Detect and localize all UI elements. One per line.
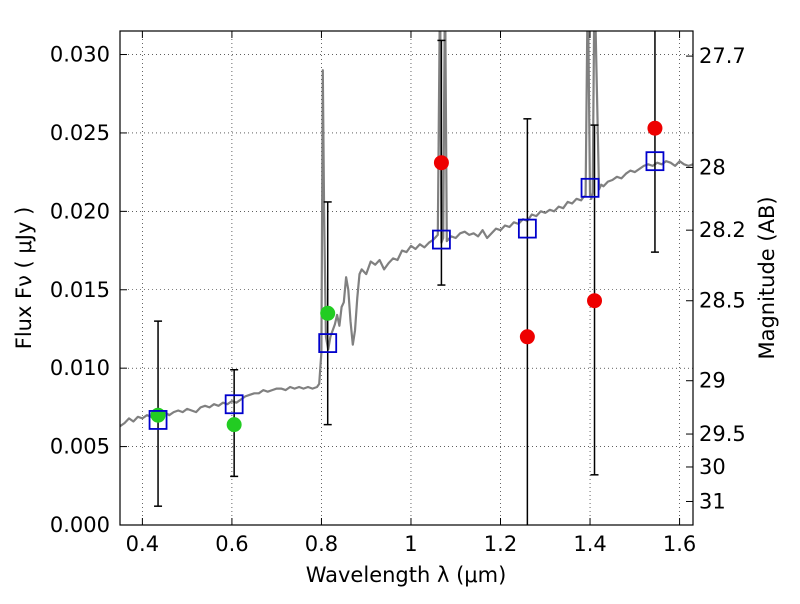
data-point bbox=[587, 293, 603, 309]
x-tick-label: 0.4 bbox=[126, 532, 159, 556]
model-photometry-square bbox=[224, 394, 244, 415]
y-tick-label: 0.015 bbox=[50, 278, 110, 302]
data-layer bbox=[120, 31, 693, 428]
spectrum-line bbox=[120, 31, 693, 428]
model-photometry-square bbox=[432, 229, 451, 250]
data-point bbox=[433, 155, 449, 171]
y2-tick-label: 30 bbox=[699, 455, 726, 479]
y2-tick-label: 31 bbox=[699, 489, 726, 513]
x-tick-label: 0.6 bbox=[215, 532, 248, 556]
data-point bbox=[320, 305, 336, 321]
y2-axis-label: Magnitude (AB) bbox=[755, 196, 779, 359]
plot-background bbox=[120, 31, 693, 525]
y2-tick-label: 28.2 bbox=[699, 218, 746, 242]
data-point bbox=[226, 417, 242, 433]
y-tick-label: 0.010 bbox=[50, 356, 110, 380]
y-tick-label: 0.005 bbox=[50, 435, 110, 459]
x-tick-label: 1 bbox=[404, 532, 417, 556]
model-photometry-square bbox=[580, 177, 600, 198]
data-point bbox=[519, 329, 535, 345]
y2-tick-label: 28 bbox=[699, 155, 726, 179]
model-photometry-square bbox=[148, 410, 168, 430]
y2-tick-label: 27.7 bbox=[699, 44, 746, 68]
y2-tick-label: 29.5 bbox=[699, 422, 746, 446]
plot-frame bbox=[119, 30, 694, 526]
y-tick-label: 0.025 bbox=[50, 121, 110, 145]
error-bar-layer bbox=[148, 31, 665, 525]
data-point bbox=[647, 120, 663, 136]
x-tick-label: 1.2 bbox=[484, 532, 517, 556]
x-axis-label: Wavelength λ (μm) bbox=[306, 563, 507, 587]
y-tick-label: 0.020 bbox=[50, 199, 110, 223]
y-tick-label: 0.000 bbox=[50, 513, 110, 537]
model-photometry-square bbox=[645, 151, 665, 172]
x-tick-label: 0.8 bbox=[305, 532, 338, 556]
y2-tick-label: 28.5 bbox=[699, 289, 746, 313]
y-tick-label: 0.030 bbox=[50, 43, 110, 67]
y-axis-label: Flux Fν ( μJy ) bbox=[12, 207, 36, 350]
tick-layer: 0.4 0.6 0.8 1 1.2 1.4 1.6 0.000 0.005 0.010 0.015 0… bbox=[50, 31, 746, 556]
y2-tick-label: 29 bbox=[699, 369, 726, 393]
model-photometry-square bbox=[517, 218, 537, 239]
x-tick-label: 1.6 bbox=[663, 532, 696, 556]
x-tick-label: 1.4 bbox=[573, 532, 606, 556]
model-photometry-square bbox=[318, 333, 338, 353]
